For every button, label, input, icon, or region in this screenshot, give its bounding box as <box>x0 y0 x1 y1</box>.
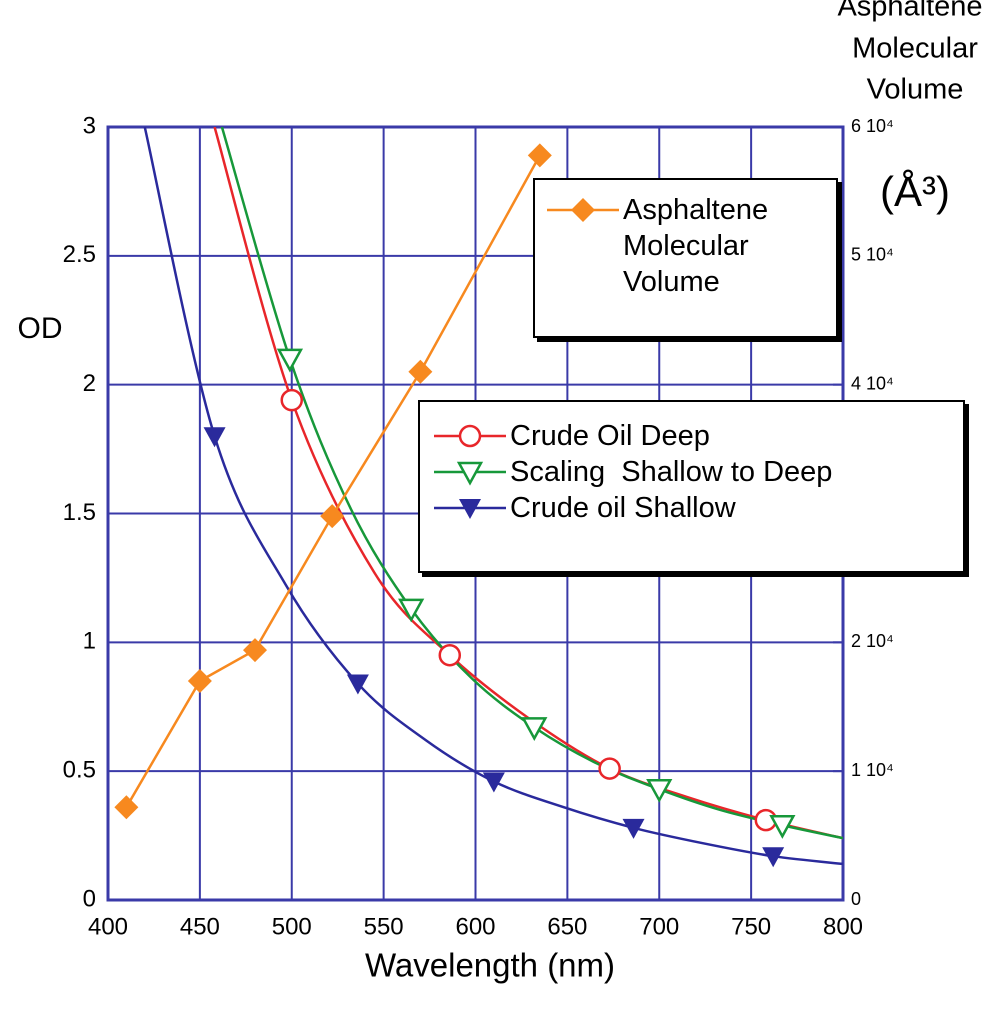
legend-label: Crude Oil Deep <box>510 420 710 452</box>
y2-tick-label: 4 10⁴ <box>851 373 894 393</box>
marker <box>527 143 552 168</box>
x-tick-label: 550 <box>364 913 404 940</box>
x-tick-label: 700 <box>639 913 679 940</box>
y2-axis-unit: (Å³) <box>880 168 950 215</box>
legend-item: Crude oil Shallow <box>430 490 953 526</box>
legend: Asphaltene Molecular Volume <box>533 178 838 338</box>
y-tick-label: 1 <box>83 628 96 655</box>
marker <box>521 717 548 741</box>
legend-item: Scaling Shallow to Deep <box>430 454 953 490</box>
y-tick-label: 2 <box>83 370 96 397</box>
marker <box>203 427 226 448</box>
y-tick-label: 3 <box>83 112 96 139</box>
legend-item: Asphaltene Molecular Volume <box>543 192 828 300</box>
marker <box>280 388 303 412</box>
marker <box>482 772 505 793</box>
legend: Crude Oil Deep Scaling Shallow to Deep Cru… <box>418 400 965 573</box>
y-tick-label: 2.5 <box>63 241 96 268</box>
marker <box>320 504 345 529</box>
x-axis-title: Wavelength (nm) <box>365 947 615 984</box>
x-tick-label: 450 <box>180 913 220 940</box>
series-line <box>220 127 843 840</box>
x-tick-label: 500 <box>272 913 312 940</box>
x-tick-label: 750 <box>731 913 771 940</box>
y-tick-label: 0 <box>83 885 96 912</box>
legend-swatch <box>434 499 506 519</box>
marker <box>187 668 212 693</box>
marker <box>243 638 267 663</box>
legend-swatch <box>547 198 619 222</box>
marker <box>276 348 304 373</box>
y-tick-label: 0.5 <box>63 757 96 784</box>
legend-marker <box>456 461 484 486</box>
legend-label: Crude oil Shallow <box>510 492 736 524</box>
marker <box>398 598 425 623</box>
y2-axis-title: Asphaltene <box>837 0 982 23</box>
marker <box>438 643 462 667</box>
legend-marker <box>459 499 481 519</box>
y2-axis-title: Volume <box>867 74 964 106</box>
x-tick-label: 650 <box>547 913 587 940</box>
legend-item: Crude Oil Deep <box>430 418 953 454</box>
y-axis-title: OD <box>18 312 63 345</box>
legend-label: Asphaltene Molecular Volume <box>623 194 769 298</box>
y-tick-label: 1.5 <box>63 499 96 526</box>
y2-tick-label: 5 10⁴ <box>851 245 894 265</box>
legend-label: Scaling Shallow to Deep <box>510 456 833 488</box>
marker <box>646 778 673 803</box>
series-line <box>125 154 541 808</box>
marker <box>346 674 369 695</box>
y2-tick-label: 6 10⁴ <box>851 116 894 136</box>
marker <box>114 795 139 820</box>
y2-axis-title: Molecular <box>852 33 978 65</box>
y2-tick-label: 0 <box>851 889 861 909</box>
legend-marker <box>571 198 595 222</box>
legend-swatch <box>434 424 506 448</box>
y2-tick-label: 1 10⁴ <box>851 760 894 780</box>
marker <box>622 818 645 839</box>
marker <box>762 847 785 868</box>
marker <box>769 815 796 839</box>
marker <box>408 359 433 384</box>
y2-tick-label: 2 10⁴ <box>851 631 894 651</box>
x-tick-label: 800 <box>823 913 863 940</box>
legend-marker <box>458 424 482 448</box>
legend-swatch <box>434 461 506 486</box>
x-tick-label: 600 <box>455 913 495 940</box>
x-tick-label: 400 <box>88 913 128 940</box>
marker <box>598 757 621 780</box>
